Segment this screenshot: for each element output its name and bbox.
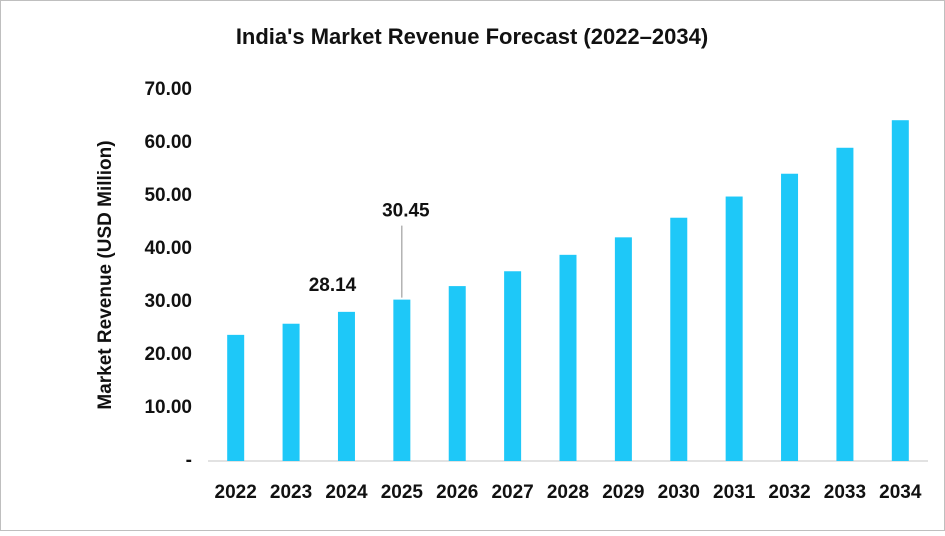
x-tick-label: 2029 [602, 482, 644, 503]
bar [836, 147, 854, 461]
bar [337, 311, 355, 461]
y-tick-label: 10.00 [144, 397, 192, 418]
bar [670, 217, 688, 461]
x-tick-label: 2032 [768, 482, 810, 503]
y-tick-label: 30.00 [144, 291, 192, 312]
x-tick-label: 2024 [325, 482, 368, 503]
bar [559, 254, 577, 461]
bar [781, 173, 799, 462]
x-tick-label: 2023 [270, 482, 312, 503]
x-tick-label: 2026 [436, 482, 478, 503]
data-label: 28.14 [309, 275, 357, 296]
bar [504, 271, 522, 461]
x-tick-label: 2033 [824, 482, 866, 503]
x-tick-label: 2030 [658, 482, 700, 503]
data-label: 30.45 [382, 201, 430, 222]
y-tick-label: 20.00 [144, 344, 192, 365]
bar [891, 120, 909, 462]
chart-title: India's Market Revenue Forecast (2022–20… [236, 24, 708, 49]
y-tick-label: 40.00 [144, 238, 192, 259]
x-tick-label: 2031 [713, 482, 756, 503]
x-tick-label: 2027 [491, 482, 533, 503]
y-tick-label: 50.00 [144, 185, 192, 206]
y-tick-label: 60.00 [144, 132, 192, 153]
bar [614, 237, 632, 461]
y-axis-title: Market Revenue (USD Million) [95, 140, 116, 409]
bar [725, 196, 743, 461]
y-tick-label: 70.00 [144, 79, 192, 100]
x-tick-label: 2034 [879, 482, 922, 503]
y-tick-label: - [186, 450, 192, 471]
bar [448, 286, 466, 461]
bar [393, 299, 411, 461]
x-tick-label: 2025 [381, 482, 424, 503]
x-tick-label: 2022 [215, 482, 257, 503]
x-tick-label: 2028 [547, 482, 589, 503]
bar [282, 323, 300, 461]
bar [227, 334, 245, 461]
